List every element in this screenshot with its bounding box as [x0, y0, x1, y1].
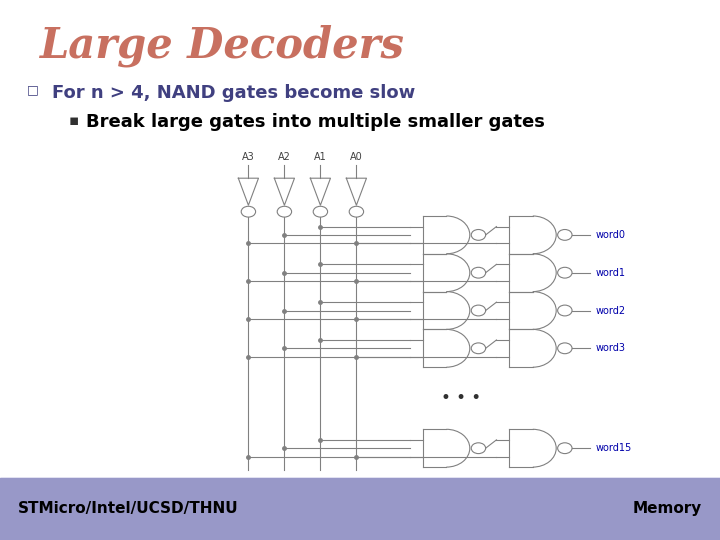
Text: word1: word1 — [596, 268, 626, 278]
Bar — [0, 539, 720, 540]
Text: Break large gates into multiple smaller gates: Break large gates into multiple smaller … — [86, 113, 545, 131]
Bar — [0, 489, 720, 490]
Bar — [0, 523, 720, 524]
Bar — [0, 536, 720, 537]
Bar — [0, 507, 720, 508]
Bar — [0, 515, 720, 516]
Text: A2: A2 — [278, 152, 291, 162]
Bar — [0, 520, 720, 521]
Bar — [0, 478, 720, 540]
Bar — [0, 519, 720, 520]
Bar — [0, 510, 720, 511]
Bar — [0, 506, 720, 507]
Circle shape — [472, 267, 485, 278]
Bar — [0, 516, 720, 517]
Bar — [0, 497, 720, 498]
Bar — [0, 492, 720, 493]
Bar — [0, 517, 720, 518]
Circle shape — [313, 206, 328, 217]
Bar — [0, 480, 720, 481]
Bar — [0, 495, 720, 496]
Circle shape — [472, 343, 485, 354]
Circle shape — [557, 230, 572, 240]
Bar — [0, 521, 720, 522]
Circle shape — [472, 230, 485, 240]
Bar — [0, 528, 720, 529]
Bar — [0, 485, 720, 486]
Circle shape — [472, 305, 485, 316]
Bar — [0, 525, 720, 526]
Bar — [0, 538, 720, 539]
Text: word2: word2 — [596, 306, 626, 315]
Bar — [0, 526, 720, 527]
Bar — [0, 479, 720, 480]
Bar — [0, 533, 720, 534]
Text: ▪: ▪ — [68, 113, 78, 129]
Text: A0: A0 — [350, 152, 363, 162]
Text: STMicro/Intel/UCSD/THNU: STMicro/Intel/UCSD/THNU — [18, 502, 238, 516]
Text: • • •: • • • — [441, 389, 481, 407]
Bar — [0, 505, 720, 506]
Bar — [0, 518, 720, 519]
Text: Large Decoders: Large Decoders — [40, 24, 405, 67]
Text: Memory: Memory — [633, 502, 702, 516]
Bar — [0, 504, 720, 505]
Bar — [0, 531, 720, 532]
Text: A1: A1 — [314, 152, 327, 162]
Bar — [0, 509, 720, 510]
Bar — [0, 508, 720, 509]
Bar — [0, 511, 720, 512]
Bar — [0, 532, 720, 533]
Bar — [0, 491, 720, 492]
Bar — [0, 487, 720, 488]
Circle shape — [277, 206, 292, 217]
Bar — [0, 498, 720, 499]
Circle shape — [349, 206, 364, 217]
Bar — [0, 478, 720, 479]
Bar — [0, 503, 720, 504]
Bar — [0, 512, 720, 514]
Text: word3: word3 — [596, 343, 626, 353]
Bar — [0, 522, 720, 523]
Bar — [0, 486, 720, 487]
Bar — [0, 490, 720, 491]
Bar — [0, 535, 720, 536]
Bar — [0, 527, 720, 528]
Circle shape — [557, 305, 572, 316]
Bar — [0, 529, 720, 530]
Text: □: □ — [27, 84, 39, 97]
Bar — [0, 502, 720, 503]
Circle shape — [557, 343, 572, 354]
Bar — [0, 524, 720, 525]
Bar — [0, 488, 720, 489]
Text: A3: A3 — [242, 152, 255, 162]
Circle shape — [557, 443, 572, 454]
Bar — [0, 496, 720, 497]
Text: For n > 4, NAND gates become slow: For n > 4, NAND gates become slow — [52, 84, 415, 102]
Bar — [0, 514, 720, 515]
Bar — [0, 500, 720, 501]
Bar — [0, 501, 720, 502]
Bar — [0, 481, 720, 482]
Bar — [0, 482, 720, 483]
Circle shape — [472, 443, 485, 454]
Bar — [0, 483, 720, 484]
Text: word15: word15 — [596, 443, 632, 453]
Bar — [0, 493, 720, 494]
Text: word0: word0 — [596, 230, 626, 240]
Bar — [0, 530, 720, 531]
Bar — [0, 534, 720, 535]
Bar — [0, 494, 720, 495]
Bar — [0, 484, 720, 485]
Circle shape — [241, 206, 256, 217]
Circle shape — [557, 267, 572, 278]
Bar — [0, 537, 720, 538]
Bar — [0, 499, 720, 500]
